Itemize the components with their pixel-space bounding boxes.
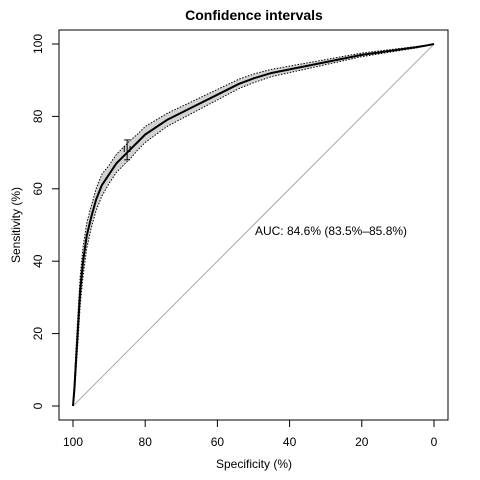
x-axis-label: Specificity (%) <box>216 457 292 471</box>
plot-area <box>72 43 435 407</box>
y-tick-label: 60 <box>31 182 45 196</box>
x-tick-label: 0 <box>431 435 438 449</box>
x-tick-label: 60 <box>211 435 225 449</box>
x-tick-label: 100 <box>63 435 83 449</box>
chart-title: Confidence intervals <box>185 7 323 23</box>
y-axis-label: Sensitivity (%) <box>9 187 23 263</box>
roc-curve-line <box>72 43 435 407</box>
x-tick-label: 40 <box>283 435 297 449</box>
y-tick-label: 100 <box>31 34 45 54</box>
chance-diagonal <box>72 43 435 407</box>
ci-upper-bound <box>72 43 435 407</box>
auc-annotation: AUC: 84.6% (83.5%–85.8%) <box>255 224 407 238</box>
x-tick-label: 20 <box>355 435 369 449</box>
ci-lower-bound <box>72 43 435 407</box>
y-tick-label: 20 <box>31 327 45 341</box>
y-tick-label: 40 <box>31 254 45 268</box>
y-tick-label: 80 <box>31 109 45 123</box>
axes: 100 80 60 40 20 0 0 20 40 60 80 100 <box>31 34 438 449</box>
y-tick-label: 0 <box>31 402 45 409</box>
x-tick-label: 80 <box>139 435 153 449</box>
